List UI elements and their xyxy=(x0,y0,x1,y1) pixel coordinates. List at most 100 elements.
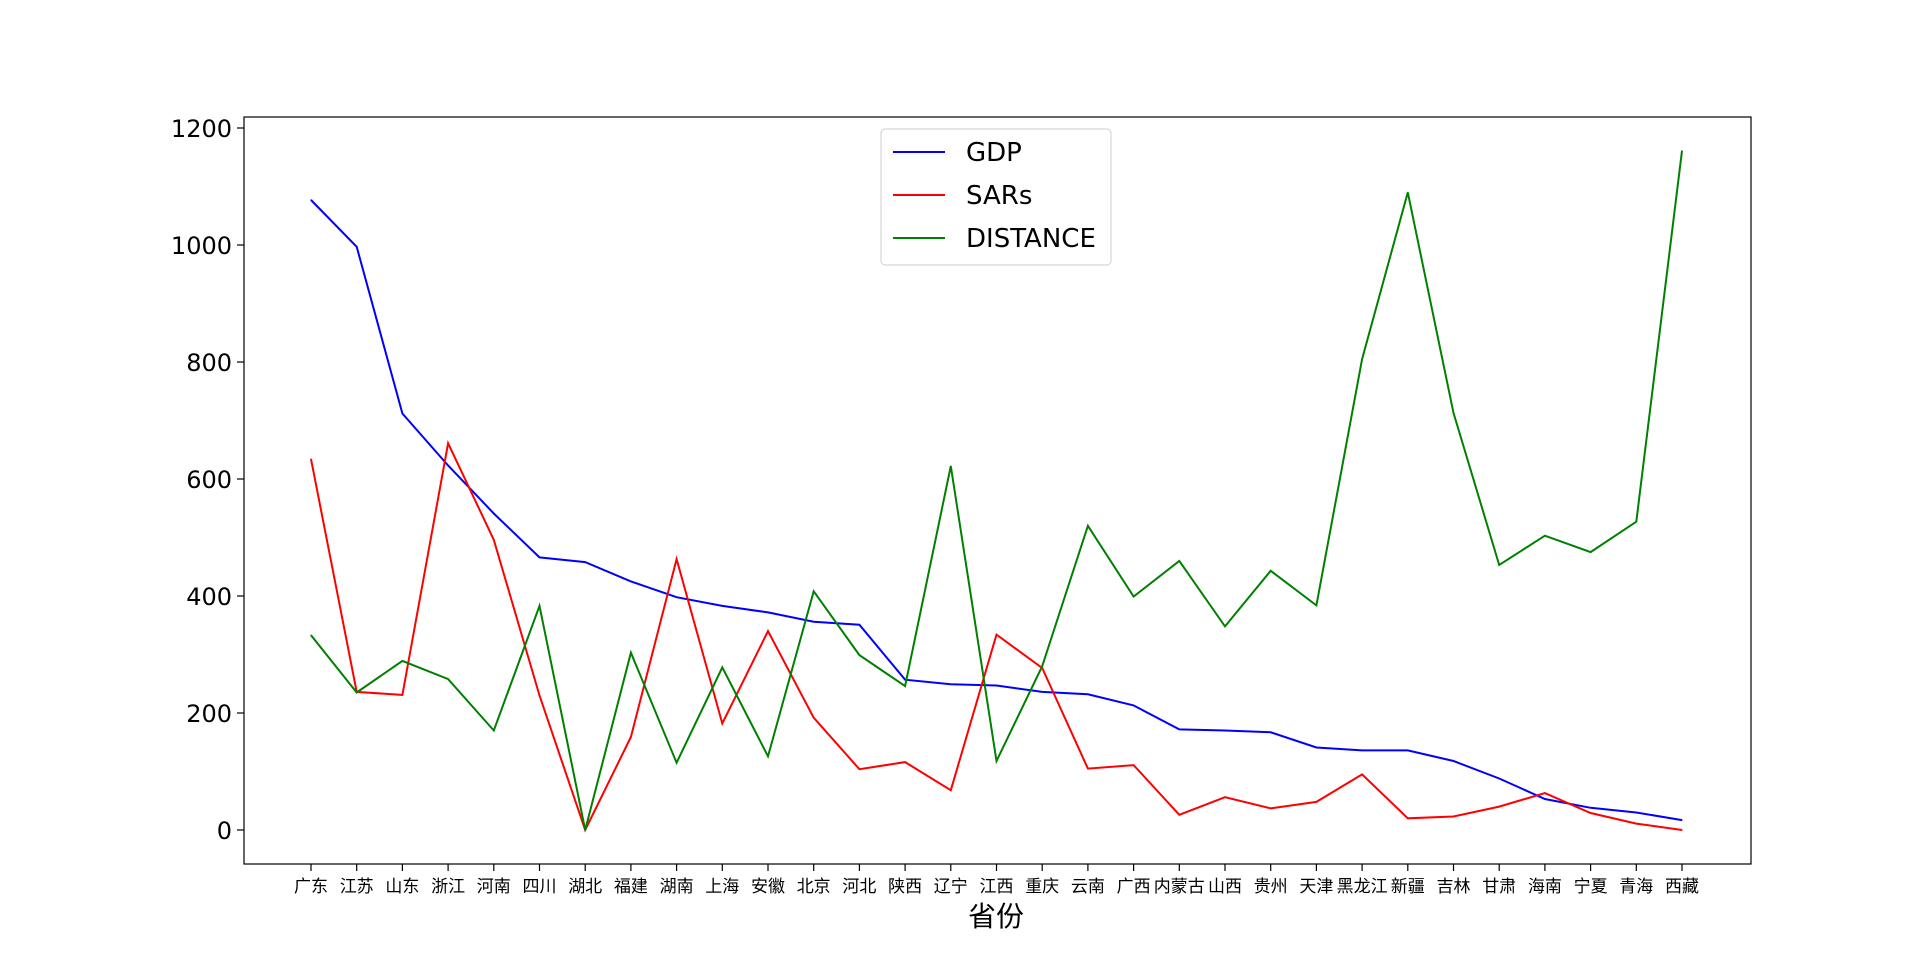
data-point-gdp xyxy=(401,412,403,415)
data-point-gdp xyxy=(1498,777,1500,780)
x-axis: 广东 江苏 山东 浙江 河南 四川 湖北 福建 湖南 上海 安徽 北京 河北 陕西 辽宁 江西 重庆 云南 广西 内蒙… xyxy=(294,864,1699,897)
x-tick-label: 北京 xyxy=(797,877,831,897)
data-point-distance xyxy=(1224,625,1226,628)
data-point-distance xyxy=(310,634,312,636)
legend-label-distance: DISTANCE xyxy=(966,224,1096,254)
data-point-distance xyxy=(1087,525,1089,527)
data-point-distance xyxy=(1315,604,1317,606)
data-point-sars xyxy=(1407,817,1409,819)
data-point-gdp xyxy=(1178,728,1180,730)
x-tick-label: 海南 xyxy=(1528,877,1562,897)
data-point-distance xyxy=(1544,535,1546,537)
data-point-sars xyxy=(813,717,815,719)
x-tick-label: 贵州 xyxy=(1254,877,1288,897)
data-point-sars xyxy=(950,789,952,791)
data-point-gdp xyxy=(447,464,449,467)
data-point-sars xyxy=(493,539,495,541)
x-tick-label: 新疆 xyxy=(1391,877,1425,897)
series-line-sars xyxy=(310,440,1683,833)
data-point-sars xyxy=(995,634,998,636)
data-point-distance xyxy=(493,729,495,732)
x-tick-label: 黑龙江 xyxy=(1337,877,1388,897)
data-point-sars xyxy=(1224,796,1226,798)
data-point-gdp xyxy=(538,556,541,558)
x-tick-label: 辽宁 xyxy=(934,877,968,897)
series-lines xyxy=(310,150,1683,833)
data-point-distance xyxy=(1498,564,1500,566)
data-point-distance xyxy=(721,666,723,668)
x-tick-label: 湖南 xyxy=(660,877,694,897)
data-point-gdp xyxy=(950,683,952,685)
y-tick-label: 200 xyxy=(186,700,232,728)
data-point-sars xyxy=(1315,801,1317,803)
y-tick-label: 1200 xyxy=(171,115,232,143)
data-point-gdp xyxy=(1361,749,1363,752)
data-point-gdp xyxy=(1544,798,1546,800)
data-point-sars xyxy=(721,722,723,725)
data-point-distance xyxy=(401,660,403,662)
x-tick-label: 吉林 xyxy=(1437,877,1471,897)
data-point-distance xyxy=(538,605,541,607)
data-point-sars xyxy=(1178,814,1180,816)
y-tick-label: 400 xyxy=(186,583,232,611)
data-point-gdp xyxy=(310,199,312,201)
x-tick-label: 浙江 xyxy=(431,877,465,897)
data-point-distance xyxy=(813,590,815,592)
data-point-distance xyxy=(1178,560,1180,562)
data-point-distance xyxy=(904,685,906,687)
x-tick-label: 江苏 xyxy=(340,877,374,897)
data-point-sars xyxy=(630,736,632,738)
data-point-sars xyxy=(904,761,906,763)
data-point-distance xyxy=(1681,150,1683,152)
data-point-sars xyxy=(1133,764,1135,766)
series-line-gdp xyxy=(310,199,1683,822)
data-point-gdp xyxy=(1635,811,1637,814)
x-tick-label: 安徽 xyxy=(751,877,785,897)
legend-label-gdp: GDP xyxy=(966,138,1022,168)
data-point-distance xyxy=(584,829,586,831)
data-point-gdp xyxy=(858,624,861,626)
x-tick-label: 青海 xyxy=(1619,877,1653,897)
data-point-distance xyxy=(1407,191,1409,193)
data-point-gdp xyxy=(1224,729,1226,732)
data-point-distance xyxy=(676,762,678,764)
y-tick-label: 600 xyxy=(186,466,232,494)
data-point-distance xyxy=(767,755,769,757)
data-point-sars xyxy=(1361,773,1363,776)
data-point-sars xyxy=(1681,829,1683,831)
x-tick-label: 宁夏 xyxy=(1574,877,1608,897)
legend-label-sars: SARs xyxy=(966,181,1032,211)
x-tick-label: 江西 xyxy=(980,877,1014,897)
data-point-gdp xyxy=(813,621,815,623)
x-tick-label: 陕西 xyxy=(888,877,922,897)
data-point-distance xyxy=(950,465,952,467)
x-tick-label: 天津 xyxy=(1299,877,1333,897)
x-tick-label: 福建 xyxy=(614,877,648,897)
data-point-distance xyxy=(1270,570,1272,572)
data-point-distance xyxy=(1133,595,1135,598)
data-point-gdp xyxy=(995,684,998,687)
y-tick-label: 800 xyxy=(186,349,232,377)
legend-box xyxy=(880,128,1112,266)
data-point-gdp xyxy=(1315,746,1317,749)
data-point-sars xyxy=(1635,822,1637,825)
data-point-gdp xyxy=(1270,731,1272,733)
data-point-gdp xyxy=(1407,749,1409,752)
data-point-gdp xyxy=(1087,693,1089,695)
data-point-distance xyxy=(1041,665,1043,667)
data-point-distance xyxy=(858,654,861,656)
data-point-distance xyxy=(1452,412,1455,414)
data-point-distance xyxy=(356,691,358,694)
data-point-sars xyxy=(1087,767,1089,770)
data-point-sars xyxy=(1270,807,1272,809)
data-point-sars xyxy=(1544,792,1546,794)
data-point-gdp xyxy=(584,561,586,563)
data-point-sars xyxy=(1590,812,1592,814)
y-axis: 0 200 400 600 800 1000 1200 xyxy=(171,115,244,845)
x-tick-label: 四川 xyxy=(523,877,557,897)
data-point-gdp xyxy=(1041,691,1043,693)
data-point-distance xyxy=(630,652,632,654)
x-tick-label: 重庆 xyxy=(1025,877,1059,897)
x-tick-label: 山东 xyxy=(385,877,419,897)
x-tick-label: 河北 xyxy=(842,877,876,897)
